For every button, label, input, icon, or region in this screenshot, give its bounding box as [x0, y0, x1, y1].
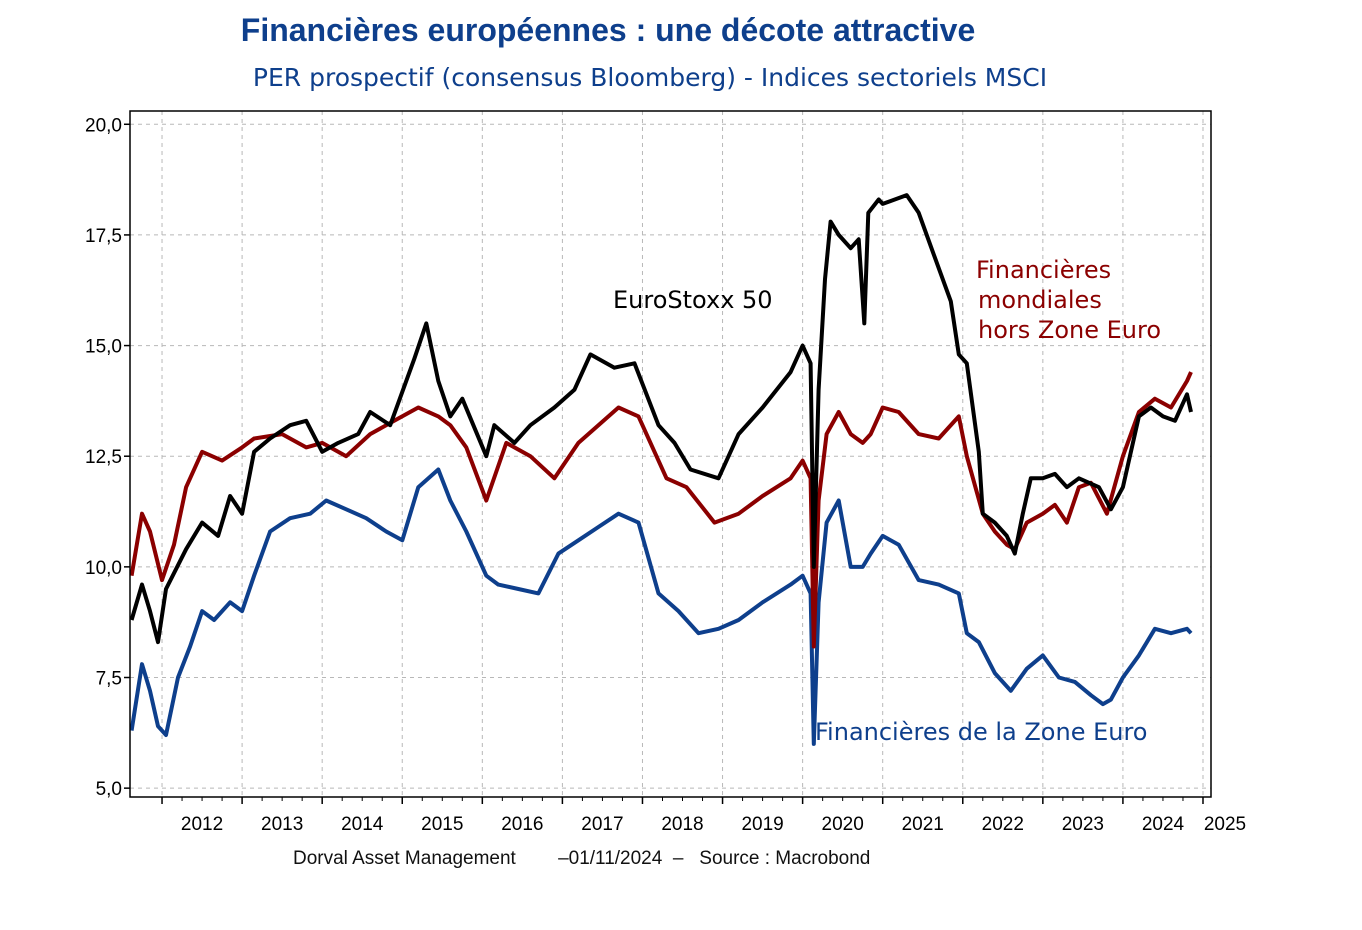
x-tick-label: 2018 [661, 814, 703, 835]
y-tick-label: 7,5 [96, 669, 122, 690]
x-tick-label: 2015 [421, 814, 463, 835]
y-tick-label: 12,5 [85, 447, 122, 468]
x-tick-label: 2016 [501, 814, 543, 835]
x-tick-label: 2023 [1062, 814, 1104, 835]
x-tick-label: 2022 [982, 814, 1024, 835]
grid-lines [130, 111, 1211, 797]
annotation-label: EuroStoxx 50 [613, 286, 773, 314]
annotation-label: Financières [976, 256, 1111, 284]
axes: 5,0 7,5 10,0 12,5 15,0 17,5 20,0 2012 2013 2014 20… [85, 115, 1246, 835]
x-tick-label: 2014 [341, 814, 384, 835]
series-lines [129, 193, 1193, 746]
x-tick-label: 2021 [902, 814, 944, 835]
x-tick-label: 2012 [181, 814, 223, 835]
y-tick-label: 5,0 [96, 779, 122, 800]
plot-frame [129, 110, 1212, 798]
series-line-1 [129, 371, 1193, 649]
source-footer: Dorval Asset Management –01/11/2024 – So… [293, 848, 871, 869]
y-tick-label: 20,0 [85, 115, 122, 136]
y-tick-label: 10,0 [85, 558, 122, 579]
series-line-0 [129, 193, 1193, 645]
x-tick-label: 2024 [1142, 814, 1185, 835]
annotation-label: mondiales [978, 286, 1102, 314]
x-tick-label: 2017 [581, 814, 623, 835]
x-tick-label: 2019 [741, 814, 783, 835]
x-tick-label: 2020 [822, 814, 864, 835]
chart-subtitle: PER prospectif (consensus Bloomberg) - I… [252, 63, 1048, 92]
chart-title: Financières européennes : une décote att… [240, 12, 976, 48]
x-tick-label: 2025 [1204, 814, 1246, 835]
y-tick-label: 15,0 [85, 337, 122, 358]
y-tick-label: 17,5 [85, 226, 122, 247]
annotation-label: Financières de la Zone Euro [815, 718, 1147, 746]
series-line-2 [129, 467, 1193, 746]
x-tick-label: 2013 [261, 814, 303, 835]
annotation-label: hors Zone Euro [978, 316, 1161, 344]
